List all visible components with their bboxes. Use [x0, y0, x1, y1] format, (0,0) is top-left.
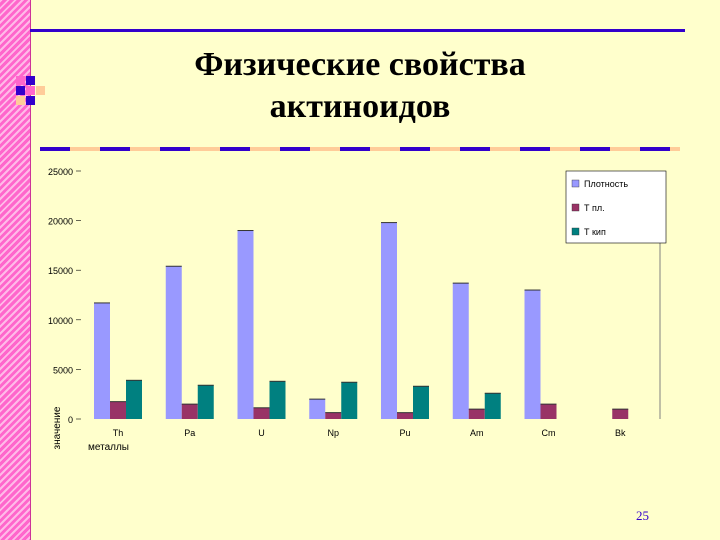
legend-label-1: Т пл.: [584, 203, 605, 213]
bar-U-0: [237, 230, 254, 419]
legend-box: [565, 170, 667, 244]
bar-Np-0: [309, 399, 326, 419]
page-number: 25: [636, 508, 649, 523]
page-title: Физические свойства актиноидов: [60, 44, 660, 128]
x-axis-label: металлы: [88, 442, 129, 453]
top-border-line: [30, 29, 685, 32]
bar-Th-2: [126, 380, 142, 419]
square-bullet-icon: [16, 76, 45, 105]
decorative-left-strip: [0, 0, 31, 540]
x-tick-label: Am: [470, 428, 484, 438]
bar-Th-1: [110, 401, 126, 419]
x-tick-label: Np: [327, 428, 339, 438]
bar-Pa-0: [165, 266, 182, 419]
bar-Pa-1: [181, 404, 198, 419]
bar-Cm-1: [540, 404, 557, 419]
y-tick-label: 15000: [48, 266, 73, 276]
y-tick-label: 5000: [53, 365, 73, 375]
x-tick-label: Th: [113, 428, 124, 438]
y-tick-label: 20000: [48, 217, 73, 227]
legend-swatch-0: [571, 179, 580, 188]
bar-Am-2: [484, 393, 501, 419]
bar-Pu-1: [397, 412, 413, 419]
legend-label-0: Плотность: [584, 179, 628, 189]
bar-Th-0: [94, 302, 110, 419]
legend-label-2: Т кип: [584, 227, 606, 237]
x-tick-label: Bk: [615, 428, 626, 438]
title-line-2: актиноидов: [269, 88, 451, 125]
bar-Am-1: [468, 409, 485, 419]
bar-U-1: [253, 407, 270, 419]
y-tick-label: 0: [68, 415, 73, 425]
x-tick-label: Pa: [184, 428, 195, 438]
y-axis-label: значение: [52, 406, 63, 449]
x-tick-label: Cm: [542, 428, 556, 438]
bar-Pa-2: [197, 385, 214, 419]
bar-Pu-0: [381, 222, 397, 419]
title-divider: [40, 147, 680, 151]
y-tick-label: 25000: [48, 167, 73, 177]
bar-U-2: [269, 381, 286, 419]
title-line-1: Физические свойства: [194, 46, 526, 83]
bar-Np-2: [341, 382, 358, 419]
x-tick-label: Pu: [399, 428, 410, 438]
bar-Pu-2: [413, 386, 429, 419]
legend-swatch-1: [571, 203, 580, 212]
legend-swatch-2: [571, 227, 580, 236]
x-tick-label: U: [258, 428, 265, 438]
bar-Am-0: [452, 283, 469, 419]
bar-Cm-0: [524, 290, 541, 419]
bar-Bk-1: [612, 409, 629, 419]
y-tick-label: 10000: [48, 316, 73, 326]
bar-Np-1: [325, 412, 342, 419]
